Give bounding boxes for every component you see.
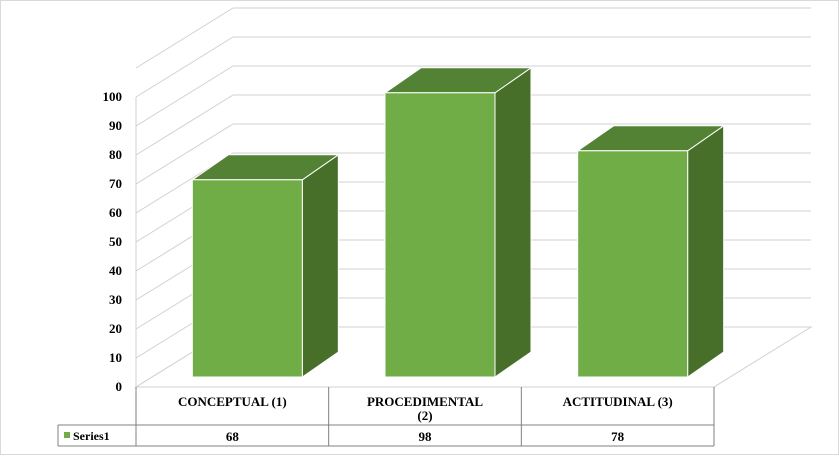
gridline-side xyxy=(135,94,234,156)
data-table: CONCEPTUAL (1) PROCEDIMENTAL (2) ACTITUDINA… xyxy=(57,387,715,447)
x-tick-label: ACTITUDINAL (3) xyxy=(563,394,673,409)
bar-front xyxy=(384,92,496,378)
x-tick-label: PROCEDIMENTAL (2) xyxy=(367,394,483,423)
x-tick-label: CONCEPTUAL (1) xyxy=(178,394,287,409)
gridline-side xyxy=(135,7,234,69)
bar-side xyxy=(687,124,725,378)
y-tick-label: 0 xyxy=(116,379,123,394)
legend-label: Series1 xyxy=(73,429,110,443)
y-tick-label: 30 xyxy=(109,292,122,307)
bar-front xyxy=(577,150,689,378)
y-axis-ticks: 0 10 20 30 40 50 60 70 80 90 100 xyxy=(103,89,123,394)
gridline-side xyxy=(135,36,234,98)
data-label: 78 xyxy=(611,429,625,444)
legend-key xyxy=(64,432,70,438)
bars xyxy=(190,66,726,378)
gridline-side xyxy=(135,65,234,127)
y-tick-label: 100 xyxy=(103,89,123,104)
y-tick-label: 50 xyxy=(109,234,122,249)
bar xyxy=(576,124,726,378)
bar-front xyxy=(191,179,303,378)
gridline-side xyxy=(135,123,234,185)
bar-side xyxy=(494,66,532,378)
y-tick-label: 70 xyxy=(109,176,122,191)
data-label: 98 xyxy=(419,429,433,444)
data-label: 68 xyxy=(226,429,240,444)
bar-side xyxy=(301,153,339,378)
y-tick-label: 60 xyxy=(109,205,122,220)
y-tick-label: 40 xyxy=(109,263,122,278)
bar xyxy=(190,153,340,378)
y-tick-label: 20 xyxy=(109,321,122,336)
y-tick-label: 10 xyxy=(109,350,122,365)
y-tick-label: 90 xyxy=(109,118,122,133)
y-tick-label: 80 xyxy=(109,147,122,162)
bar xyxy=(383,66,533,378)
